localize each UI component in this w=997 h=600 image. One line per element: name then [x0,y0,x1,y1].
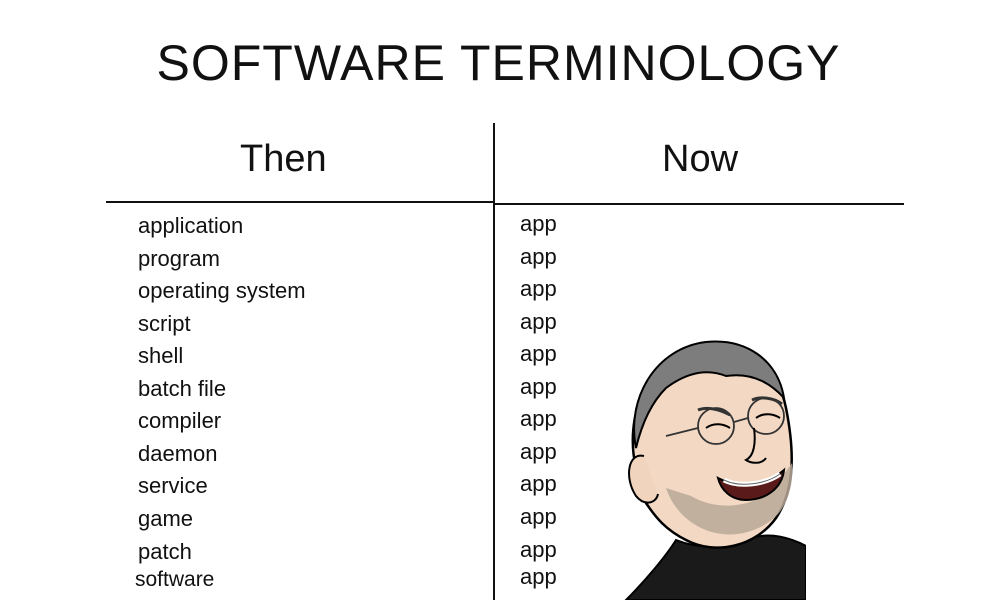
now-item: app [520,564,557,589]
eyebrow-right [751,396,783,406]
then-item: script [138,311,191,336]
column-header-then: Then [240,138,327,180]
column-divider [493,123,495,600]
now-item: app [520,471,557,496]
then-item: game [138,506,194,531]
now-item: app [520,439,557,464]
then-item: application [138,213,244,238]
eyebrow-left [697,406,731,417]
now-item: app [520,309,557,334]
now-item: app [520,341,557,366]
hair [633,340,786,449]
now-item: app [520,537,557,562]
then-item: daemon [138,441,218,466]
now-item: app [520,244,557,269]
then-item: compiler [138,408,222,433]
now-item: app [520,504,557,529]
now-item: app [520,374,557,399]
stubble [666,463,793,535]
then-item: service [138,473,208,498]
column-header-now: Now [662,138,739,180]
then-item: patch [138,539,192,564]
man-portrait-icon [624,340,806,600]
now-item: app [520,211,557,236]
eye-right [755,413,781,419]
then-item: shell [138,343,184,368]
then-item: program [138,246,220,271]
glasses-arm [665,427,699,437]
ear [628,454,659,504]
header-divider-right [494,203,904,205]
glasses-bridge [733,417,749,423]
eye-left [705,423,731,429]
illustration [624,340,806,600]
nose [744,427,767,464]
page-title: SOFTWARE TERMINOLOGY [156,35,841,91]
then-item: software [135,568,215,591]
now-item: app [520,406,557,431]
braces-wire [723,473,781,485]
now-item: app [520,276,557,301]
then-item: batch file [138,376,227,401]
header-divider-left [106,201,494,203]
then-item: operating system [138,278,306,303]
